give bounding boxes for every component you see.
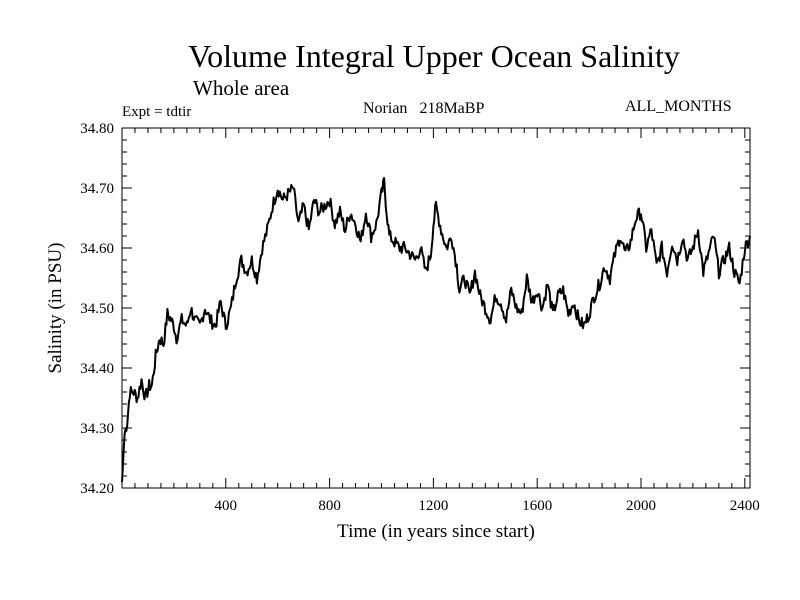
chart-subtitle: Whole area <box>193 76 290 100</box>
axis-ticks <box>122 128 750 488</box>
y-tick-label: 34.60 <box>80 241 114 257</box>
y-tick-label: 34.40 <box>80 361 114 377</box>
chart-title: Volume Integral Upper Ocean Salinity <box>188 38 680 74</box>
y-axis-label: Salinity (in PSU) <box>45 243 66 374</box>
y-tick-label: 34.50 <box>80 301 114 317</box>
y-tick-labels: 34.20 34.30 34.40 34.50 34.60 34.70 34.80 <box>80 121 114 497</box>
age-label: 218MaBP <box>419 100 485 117</box>
x-tick-label: 2400 <box>730 498 760 514</box>
x-tick-labels: 400 800 1200 1600 2000 2400 <box>215 498 760 514</box>
plot-frame <box>121 127 751 489</box>
x-tick-label: 1200 <box>418 498 448 514</box>
x-tick-label: 1600 <box>522 498 552 514</box>
months-label: ALL_MONTHS <box>625 98 732 115</box>
x-tick-label: 2000 <box>626 498 656 514</box>
y-tick-label: 34.80 <box>80 121 114 137</box>
x-tick-label: 800 <box>318 498 341 514</box>
y-tick-label: 34.30 <box>80 421 114 437</box>
series-line-salinity <box>121 177 751 483</box>
x-tick-label: 400 <box>215 498 238 514</box>
experiment-label: Expt = tdtir <box>122 104 192 120</box>
y-tick-label: 34.70 <box>80 181 114 197</box>
x-axis-label: Time (in years since start) <box>337 521 535 542</box>
y-tick-label: 34.20 <box>80 481 114 497</box>
period-label: Norian 218MaBP <box>363 100 484 118</box>
stage-label: Norian <box>363 100 408 117</box>
